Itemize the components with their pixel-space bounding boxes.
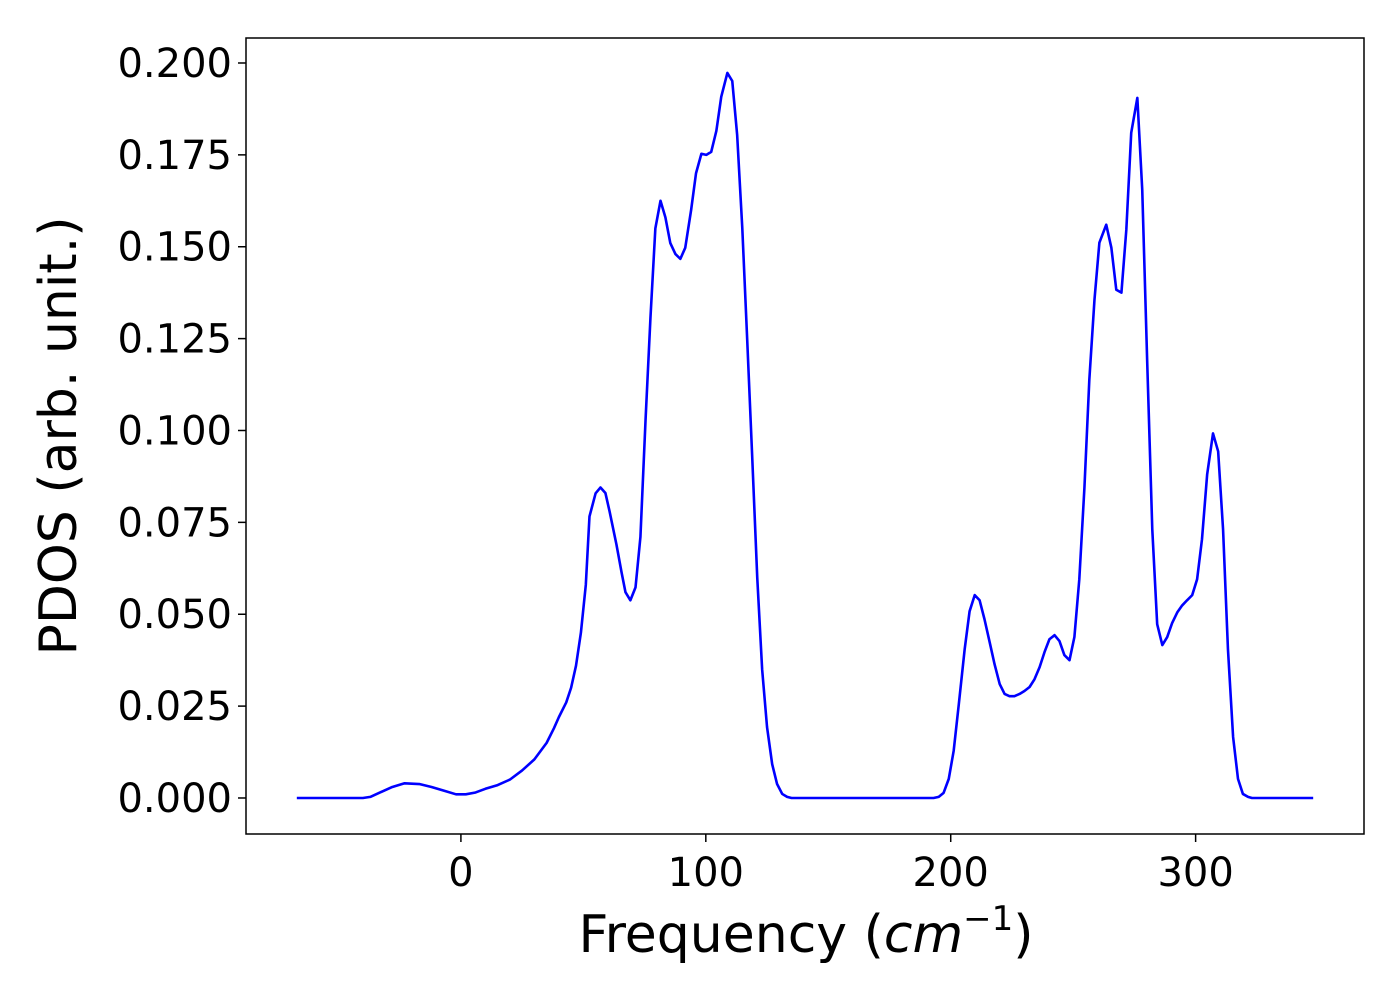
y-tick-label: 0.200 — [117, 41, 232, 87]
x-label-part: ) — [1013, 905, 1033, 965]
x-label-part: Frequency ( — [578, 905, 883, 965]
x-tick-label: 200 — [913, 850, 989, 896]
y-tick-label: 0.175 — [117, 133, 232, 179]
y-axis-label: PDOS (arb. unit.) — [29, 216, 89, 655]
line-series — [296, 71, 1314, 800]
y-tick-label: 0.150 — [117, 225, 232, 271]
y-tick-label: 0.100 — [117, 408, 232, 454]
x-axis-label: Frequency (cm−1) — [578, 899, 1033, 965]
x-tick-label: 0 — [448, 850, 473, 896]
y-tick-label: 0.000 — [117, 776, 232, 822]
x-tick-label: 300 — [1157, 850, 1233, 896]
y-tick-label: 0.050 — [117, 592, 232, 638]
plot-frame — [245, 37, 1365, 835]
x-label-part: cm — [884, 905, 963, 965]
y-tick-label: 0.075 — [117, 500, 232, 546]
x-tick-label: 100 — [668, 850, 744, 896]
y-tick-label: 0.025 — [117, 684, 232, 730]
y-tick-label: 0.125 — [117, 317, 232, 363]
x-label-part: −1 — [963, 899, 1013, 939]
